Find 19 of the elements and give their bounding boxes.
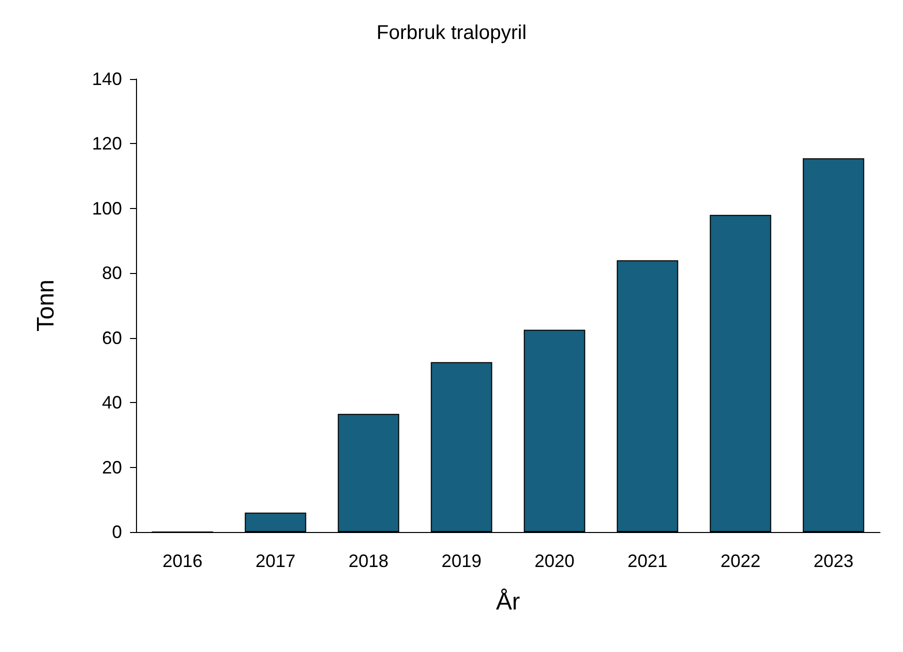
x-tick-label: 2021 xyxy=(627,551,668,571)
y-tick-label: 20 xyxy=(102,457,122,478)
x-tick-label: 2023 xyxy=(813,551,854,571)
x-tick-label: 2017 xyxy=(255,551,296,571)
x-tick-label: 2022 xyxy=(720,551,761,571)
chart-title: Forbruk tralopyril xyxy=(376,22,527,44)
y-tick-label: 80 xyxy=(102,263,122,284)
x-tick-label: 2020 xyxy=(534,551,575,571)
y-axis-title: Tonn xyxy=(32,279,60,332)
x-tick-label: 2016 xyxy=(162,551,203,571)
y-tick-label: 60 xyxy=(102,328,122,348)
y-tick-label: 120 xyxy=(92,134,122,154)
y-tick-label: 0 xyxy=(112,522,122,542)
x-tick-label: 2018 xyxy=(348,551,389,571)
y-tick-label: 40 xyxy=(102,392,122,413)
y-tick-label: 140 xyxy=(92,69,122,89)
y-tick-label: 100 xyxy=(92,198,122,218)
x-axis-title: År xyxy=(496,588,520,616)
x-tick-label: 2019 xyxy=(441,551,482,571)
